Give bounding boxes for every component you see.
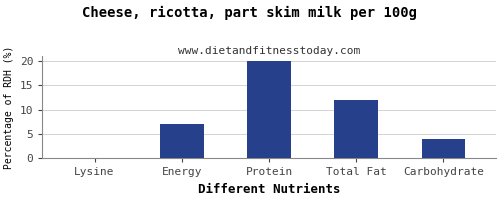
Bar — [160, 124, 204, 158]
Text: Cheese, ricotta, part skim milk per 100g: Cheese, ricotta, part skim milk per 100g — [82, 6, 417, 20]
Bar — [422, 139, 466, 158]
Bar — [247, 61, 291, 158]
Title: www.dietandfitnesstoday.com: www.dietandfitnesstoday.com — [178, 46, 360, 56]
Bar — [334, 100, 378, 158]
X-axis label: Different Nutrients: Different Nutrients — [198, 183, 340, 196]
Y-axis label: Percentage of RDH (%): Percentage of RDH (%) — [4, 45, 14, 169]
